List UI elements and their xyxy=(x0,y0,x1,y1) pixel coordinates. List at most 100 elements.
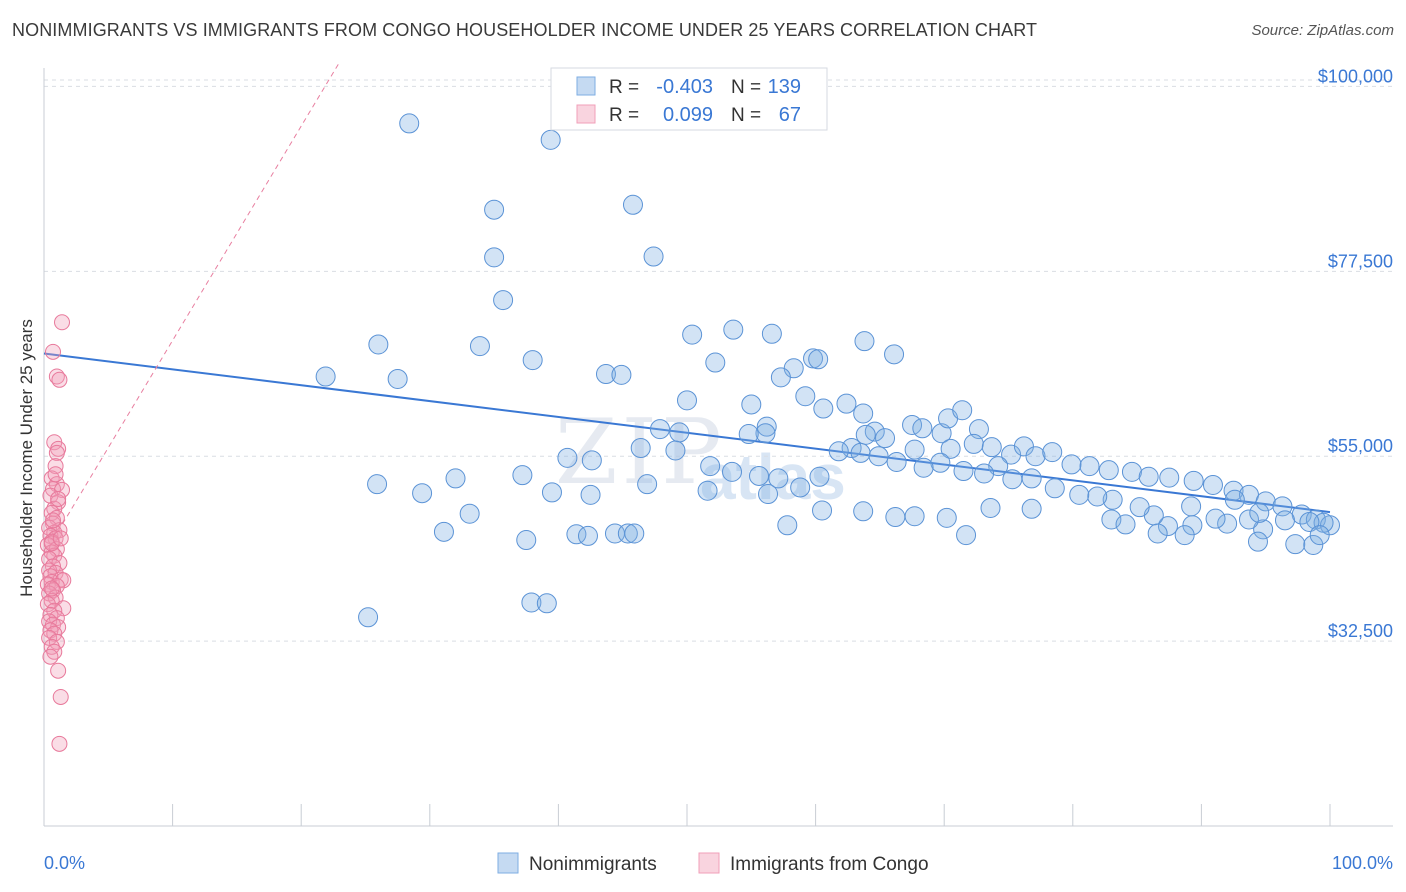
point-nonimmigrants xyxy=(912,418,933,439)
point-congo xyxy=(43,535,60,552)
point-nonimmigrants xyxy=(580,484,601,505)
point-congo xyxy=(41,629,58,646)
legend-top-swatch xyxy=(576,104,596,124)
point-nonimmigrants xyxy=(1183,470,1204,491)
point-nonimmigrants xyxy=(540,129,561,150)
point-nonimmigrants xyxy=(981,437,1002,458)
point-nonimmigrants xyxy=(433,521,454,542)
legend-r-value: -0.403 xyxy=(656,76,713,98)
point-nonimmigrants xyxy=(1121,461,1142,482)
point-congo xyxy=(51,735,68,752)
point-nonimmigrants xyxy=(557,447,578,468)
point-nonimmigrants xyxy=(850,442,871,463)
point-nonimmigrants xyxy=(358,607,379,628)
legend-top-swatch xyxy=(576,76,596,96)
point-nonimmigrants xyxy=(649,419,670,440)
point-nonimmigrants xyxy=(541,482,562,503)
point-nonimmigrants xyxy=(1025,446,1046,467)
point-nonimmigrants xyxy=(755,423,776,444)
point-nonimmigrants xyxy=(1303,534,1324,555)
point-nonimmigrants xyxy=(1042,442,1063,463)
legend-top-box xyxy=(550,67,828,131)
point-congo xyxy=(51,371,68,388)
point-congo xyxy=(42,648,59,665)
point-congo xyxy=(54,314,71,331)
point-nonimmigrants xyxy=(1079,456,1100,477)
point-congo xyxy=(43,580,60,597)
point-nonimmigrants xyxy=(536,593,557,614)
point-nonimmigrants xyxy=(1309,525,1330,546)
point-nonimmigrants xyxy=(516,530,537,551)
point-nonimmigrants xyxy=(459,503,480,524)
point-nonimmigrants xyxy=(886,451,907,472)
point-nonimmigrants xyxy=(1224,489,1245,510)
legend-bottom-label: Immigrants from Congo xyxy=(730,854,929,875)
point-nonimmigrants xyxy=(868,446,889,467)
point-nonimmigrants xyxy=(1013,436,1034,457)
point-nonimmigrants xyxy=(1147,523,1168,544)
point-nonimmigrants xyxy=(940,438,961,459)
point-nonimmigrants xyxy=(885,507,906,528)
point-nonimmigrants xyxy=(936,507,957,528)
point-congo xyxy=(41,550,58,567)
point-nonimmigrants xyxy=(1102,489,1123,510)
point-nonimmigrants xyxy=(1069,484,1090,505)
point-nonimmigrants xyxy=(841,438,862,458)
point-nonimmigrants xyxy=(595,364,616,385)
data-points xyxy=(39,113,1340,752)
point-nonimmigrants xyxy=(1274,510,1295,531)
point-nonimmigrants xyxy=(1002,469,1023,490)
legend-n-label: N = xyxy=(731,105,761,126)
point-nonimmigrants xyxy=(1001,444,1022,465)
point-nonimmigrants xyxy=(952,400,973,421)
point-nonimmigrants xyxy=(1299,511,1320,532)
legend-r-label: R = xyxy=(609,77,639,98)
point-nonimmigrants xyxy=(521,592,542,613)
point-nonimmigrants xyxy=(963,433,984,454)
point-nonimmigrants xyxy=(1238,509,1259,530)
point-nonimmigrants xyxy=(777,515,798,536)
point-nonimmigrants xyxy=(469,336,490,357)
point-nonimmigrants xyxy=(722,461,743,482)
point-congo xyxy=(47,466,64,483)
point-nonimmigrants xyxy=(813,398,834,419)
point-nonimmigrants xyxy=(1255,491,1276,512)
point-nonimmigrants xyxy=(1313,512,1334,533)
point-nonimmigrants xyxy=(677,390,697,411)
point-nonimmigrants xyxy=(1115,514,1136,535)
point-nonimmigrants xyxy=(855,424,876,445)
point-congo xyxy=(55,572,72,589)
point-nonimmigrants xyxy=(624,523,645,544)
point-nonimmigrants xyxy=(828,441,849,462)
point-nonimmigrants xyxy=(1098,460,1119,481)
point-nonimmigrants xyxy=(1253,519,1274,540)
point-nonimmigrants xyxy=(738,424,759,445)
point-nonimmigrants xyxy=(399,113,420,134)
point-nonimmigrants xyxy=(1021,498,1042,519)
point-nonimmigrants xyxy=(1044,478,1065,499)
x-tick-label-min: 0.0% xyxy=(44,853,85,873)
point-nonimmigrants xyxy=(697,480,718,501)
point-nonimmigrants xyxy=(1217,513,1238,534)
point-nonimmigrants xyxy=(980,497,1001,518)
point-nonimmigrants xyxy=(761,323,782,344)
legend-bottom: Nonimmigrants Immigrants from Congo xyxy=(497,852,929,875)
point-congo xyxy=(50,662,67,679)
point-nonimmigrants xyxy=(1247,531,1268,552)
point-nonimmigrants xyxy=(1129,497,1150,518)
legend-bottom-swatch xyxy=(497,852,519,874)
point-nonimmigrants xyxy=(974,463,995,484)
x-tick-label-max: 100.0% xyxy=(1332,853,1393,873)
point-nonimmigrants xyxy=(1157,516,1178,537)
point-congo xyxy=(48,444,65,461)
point-nonimmigrants xyxy=(682,324,703,345)
legend-n-value: 67 xyxy=(779,104,801,126)
legend-bottom-swatch xyxy=(698,852,720,874)
x-tick-labels: 0.0% 100.0% xyxy=(44,853,1393,873)
point-nonimmigrants xyxy=(387,368,408,389)
point-congo xyxy=(52,688,69,705)
point-nonimmigrants xyxy=(484,247,505,268)
point-nonimmigrants xyxy=(665,440,686,461)
point-nonimmigrants xyxy=(956,525,977,546)
point-congo xyxy=(45,512,62,529)
